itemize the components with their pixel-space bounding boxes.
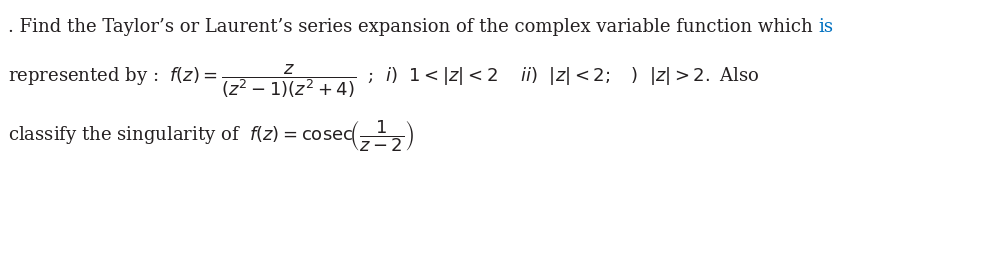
Text: is: is bbox=[819, 18, 833, 36]
Text: . Find the Taylor’s or Laurent’s series expansion of the complex variable functi: . Find the Taylor’s or Laurent’s series … bbox=[8, 18, 819, 36]
Text: represented by :  $f(z) = \dfrac{z}{(z^2-1)(z^2+4)}$  ;  $i)$  $1<|z|<2$    $ii): represented by : $f(z) = \dfrac{z}{(z^2-… bbox=[8, 62, 759, 100]
Text: classify the singularity of  $f(z) = \mathrm{cosec}\!\left(\dfrac{1}{z-2}\right): classify the singularity of $f(z) = \mat… bbox=[8, 118, 414, 154]
